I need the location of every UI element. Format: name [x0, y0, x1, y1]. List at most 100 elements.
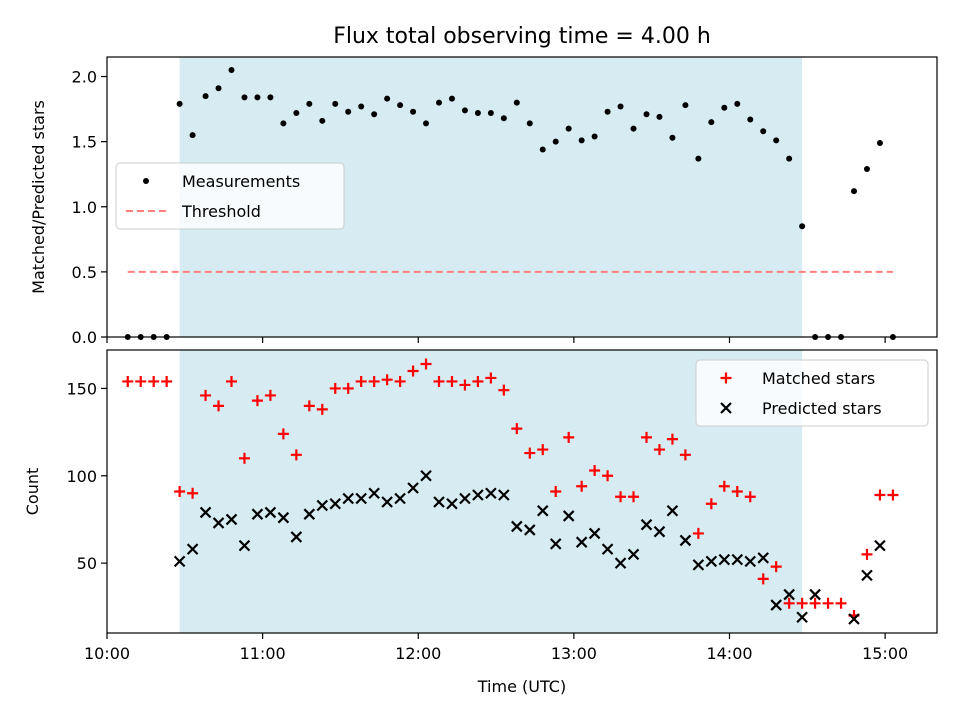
- data-point: [174, 486, 186, 497]
- data-point: [718, 553, 731, 566]
- data-point: [809, 588, 821, 601]
- data-point: [552, 138, 559, 145]
- data-point: [511, 520, 523, 533]
- data-point: [474, 110, 481, 116]
- data-point: [213, 400, 225, 412]
- data-point: [562, 510, 575, 522]
- data-point: [539, 146, 546, 153]
- data-point: [394, 375, 406, 387]
- legend-box: [115, 162, 345, 230]
- data-point: [783, 588, 795, 601]
- data-point: [176, 100, 183, 107]
- data-point: [614, 557, 627, 569]
- data-point: [799, 223, 806, 230]
- data-point: [358, 103, 365, 110]
- data-point: [280, 120, 287, 127]
- y-tick-label: 0.0: [72, 328, 97, 347]
- data-point: [303, 508, 316, 520]
- y-tick-label: 150: [66, 379, 97, 398]
- data-point: [448, 95, 455, 102]
- data-point: [511, 423, 523, 435]
- legend-swatch: [720, 402, 732, 414]
- data-point: [459, 379, 471, 391]
- data-point: [576, 480, 588, 492]
- data-point: [368, 375, 380, 387]
- legend-label: Predicted stars: [762, 399, 882, 418]
- data-point: [485, 372, 497, 384]
- data-point: [602, 470, 614, 482]
- data-point: [199, 506, 212, 519]
- data-point: [381, 374, 393, 386]
- data-point: [851, 188, 857, 195]
- data-point: [254, 94, 261, 101]
- data-point: [643, 111, 650, 118]
- data-point: [549, 538, 562, 550]
- data-point: [848, 613, 860, 625]
- data-point: [161, 375, 173, 387]
- data-point: [472, 375, 484, 387]
- data-point: [770, 561, 782, 573]
- data-point: [446, 497, 458, 510]
- y-tick-label: 2.0: [72, 68, 97, 87]
- data-point: [705, 555, 718, 568]
- data-point: [744, 555, 757, 568]
- data-point: [173, 555, 186, 568]
- data-point: [718, 480, 730, 492]
- data-point: [757, 552, 769, 564]
- data-point: [628, 491, 640, 503]
- data-point: [757, 573, 769, 585]
- data-point: [316, 403, 328, 415]
- data-point: [656, 113, 663, 120]
- data-point: [189, 132, 196, 139]
- data-point: [809, 597, 821, 609]
- data-point: [563, 431, 575, 443]
- data-point: [692, 527, 704, 539]
- data-point: [397, 102, 404, 109]
- data-point: [682, 102, 689, 109]
- x-tick-label: 10:00: [84, 644, 130, 663]
- data-point: [874, 539, 886, 552]
- data-point: [226, 375, 237, 387]
- y-tick-label: 1.0: [72, 198, 97, 217]
- data-point: [524, 524, 536, 536]
- data-point: [627, 548, 640, 561]
- data-point: [290, 449, 302, 461]
- data-point: [861, 569, 873, 582]
- data-point: [796, 597, 808, 609]
- data-point: [591, 133, 598, 140]
- legend-swatch: [720, 372, 732, 384]
- data-point: [423, 120, 430, 127]
- data-point: [770, 599, 782, 611]
- data-point: [446, 375, 458, 387]
- data-point: [241, 94, 248, 101]
- data-point: [679, 449, 691, 461]
- data-point: [433, 375, 445, 387]
- data-point: [267, 94, 274, 101]
- data-point: [588, 527, 601, 540]
- data-point: [537, 444, 549, 456]
- data-point: [630, 125, 637, 132]
- y-tick-label: 1.5: [72, 133, 97, 152]
- axes-frame: [106, 349, 938, 634]
- data-point: [472, 489, 484, 501]
- data-point: [461, 107, 468, 114]
- data-point: [251, 508, 264, 520]
- data-point: [381, 496, 393, 508]
- data-point: [420, 470, 432, 482]
- x-axis-label: Time (UTC): [477, 677, 566, 696]
- data-point: [215, 85, 222, 92]
- data-point: [887, 489, 899, 501]
- data-point: [734, 100, 741, 107]
- data-point: [783, 597, 795, 609]
- x-tick-label: 13:00: [551, 644, 597, 663]
- data-point: [666, 504, 679, 517]
- plot-layer: 0.0 0.5 1.0 1.5 2.0 Matched/Predicted stars Me…: [23, 56, 938, 696]
- data-point: [760, 128, 767, 135]
- data-point: [306, 100, 313, 107]
- data-point: [264, 506, 277, 519]
- data-point: [293, 110, 300, 116]
- data-point: [500, 115, 507, 122]
- data-point: [695, 155, 702, 162]
- y-tick-label: 100: [66, 467, 97, 486]
- data-point: [526, 120, 533, 127]
